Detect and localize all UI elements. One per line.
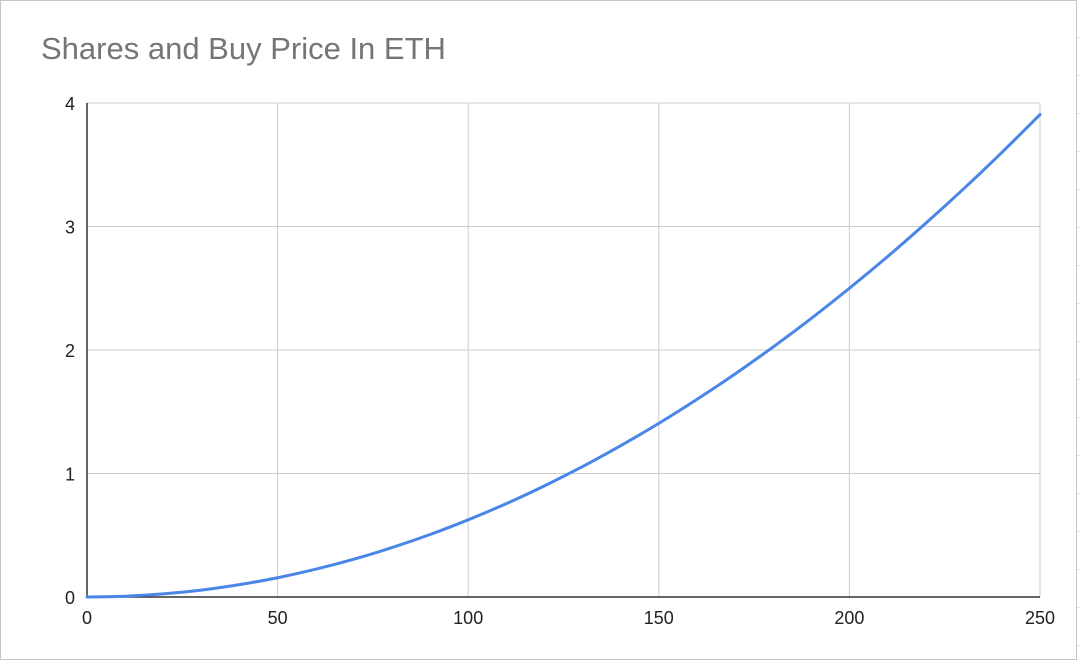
x-tick-label: 50: [268, 608, 288, 628]
chart-title: Shares and Buy Price In ETH: [41, 31, 446, 66]
axes: [86, 103, 1040, 598]
gridlines: [87, 102, 1041, 597]
x-tick-label: 0: [82, 608, 92, 628]
y-tick-label: 4: [65, 94, 75, 114]
y-tick-label: 2: [65, 341, 75, 361]
y-tick-label: 0: [65, 588, 75, 608]
x-tick-label: 250: [1025, 608, 1055, 628]
x-tick-label: 150: [644, 608, 674, 628]
tick-labels: 0 50 100 150 200 250 0 1 2 3 4: [65, 94, 1055, 628]
series-line-0: [85, 113, 1042, 599]
x-tick-label: 100: [453, 608, 483, 628]
series-layer: [85, 113, 1042, 599]
y-tick-label: 1: [65, 465, 75, 485]
x-tick-label: 200: [834, 608, 864, 628]
y-tick-label: 3: [65, 218, 75, 238]
